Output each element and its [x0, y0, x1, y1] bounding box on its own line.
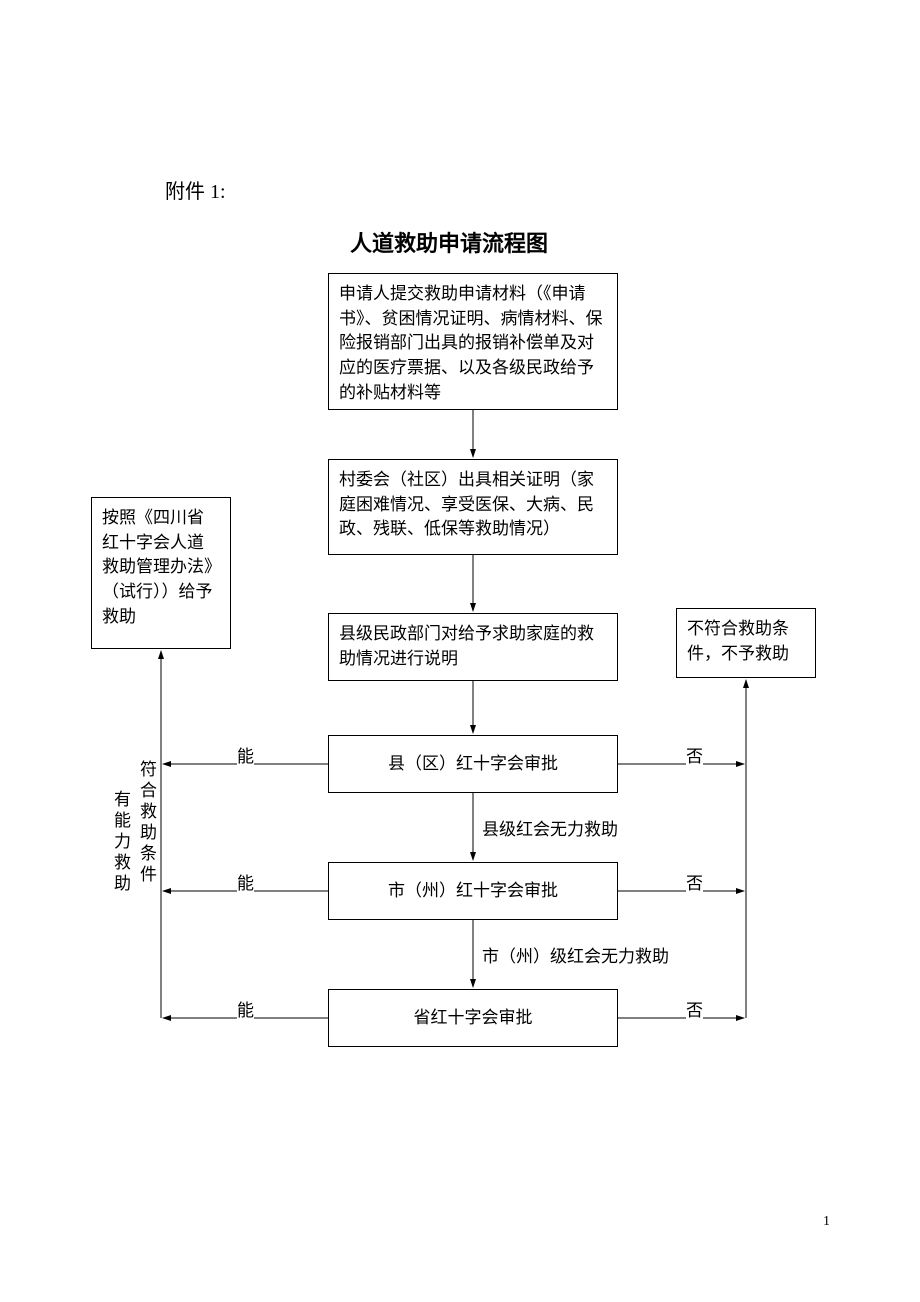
- edge-label-meets-conditions: 符合救助条件: [134, 760, 159, 886]
- node-applicant-submit: 申请人提交救助申请材料（《申请书》、贫困情况证明、病情材料、保险报销部门出具的报…: [328, 273, 618, 410]
- edge-label-no-1: 否: [686, 742, 703, 767]
- edge-label-yes-2: 能: [237, 869, 254, 894]
- node-province-redcross: 省红十字会审批: [328, 989, 618, 1047]
- edge-label-county-unable: 县级红会无力救助: [482, 815, 618, 840]
- node-city-redcross: 市（州）红十字会审批: [328, 862, 618, 920]
- attachment-label: 附件 1:: [165, 175, 226, 204]
- node-reject-aid: 不符合救助条件，不予救助: [676, 608, 816, 678]
- node-county-civil: 县级民政部门对给予求助家庭的救助情况进行说明: [328, 613, 618, 681]
- page-number: 1: [823, 1214, 830, 1230]
- edge-label-able-help: 有能力救助: [108, 790, 133, 895]
- edge-label-no-3: 否: [686, 996, 703, 1021]
- page-title: 人道救助申请流程图: [350, 226, 548, 258]
- edge-label-no-2: 否: [686, 869, 703, 894]
- edge-label-city-unable: 市（州）级红会无力救助: [482, 942, 669, 967]
- edge-label-yes-3: 能: [237, 996, 254, 1021]
- edge-label-yes-1: 能: [237, 742, 254, 767]
- node-grant-aid: 按照《四川省红十字会人道救助管理办法》（试行））给予救助: [91, 497, 231, 649]
- node-village-committee: 村委会（社区）出具相关证明（家庭困难情况、享受医保、大病、民政、残联、低保等救助…: [328, 459, 618, 555]
- node-county-redcross: 县（区）红十字会审批: [328, 735, 618, 793]
